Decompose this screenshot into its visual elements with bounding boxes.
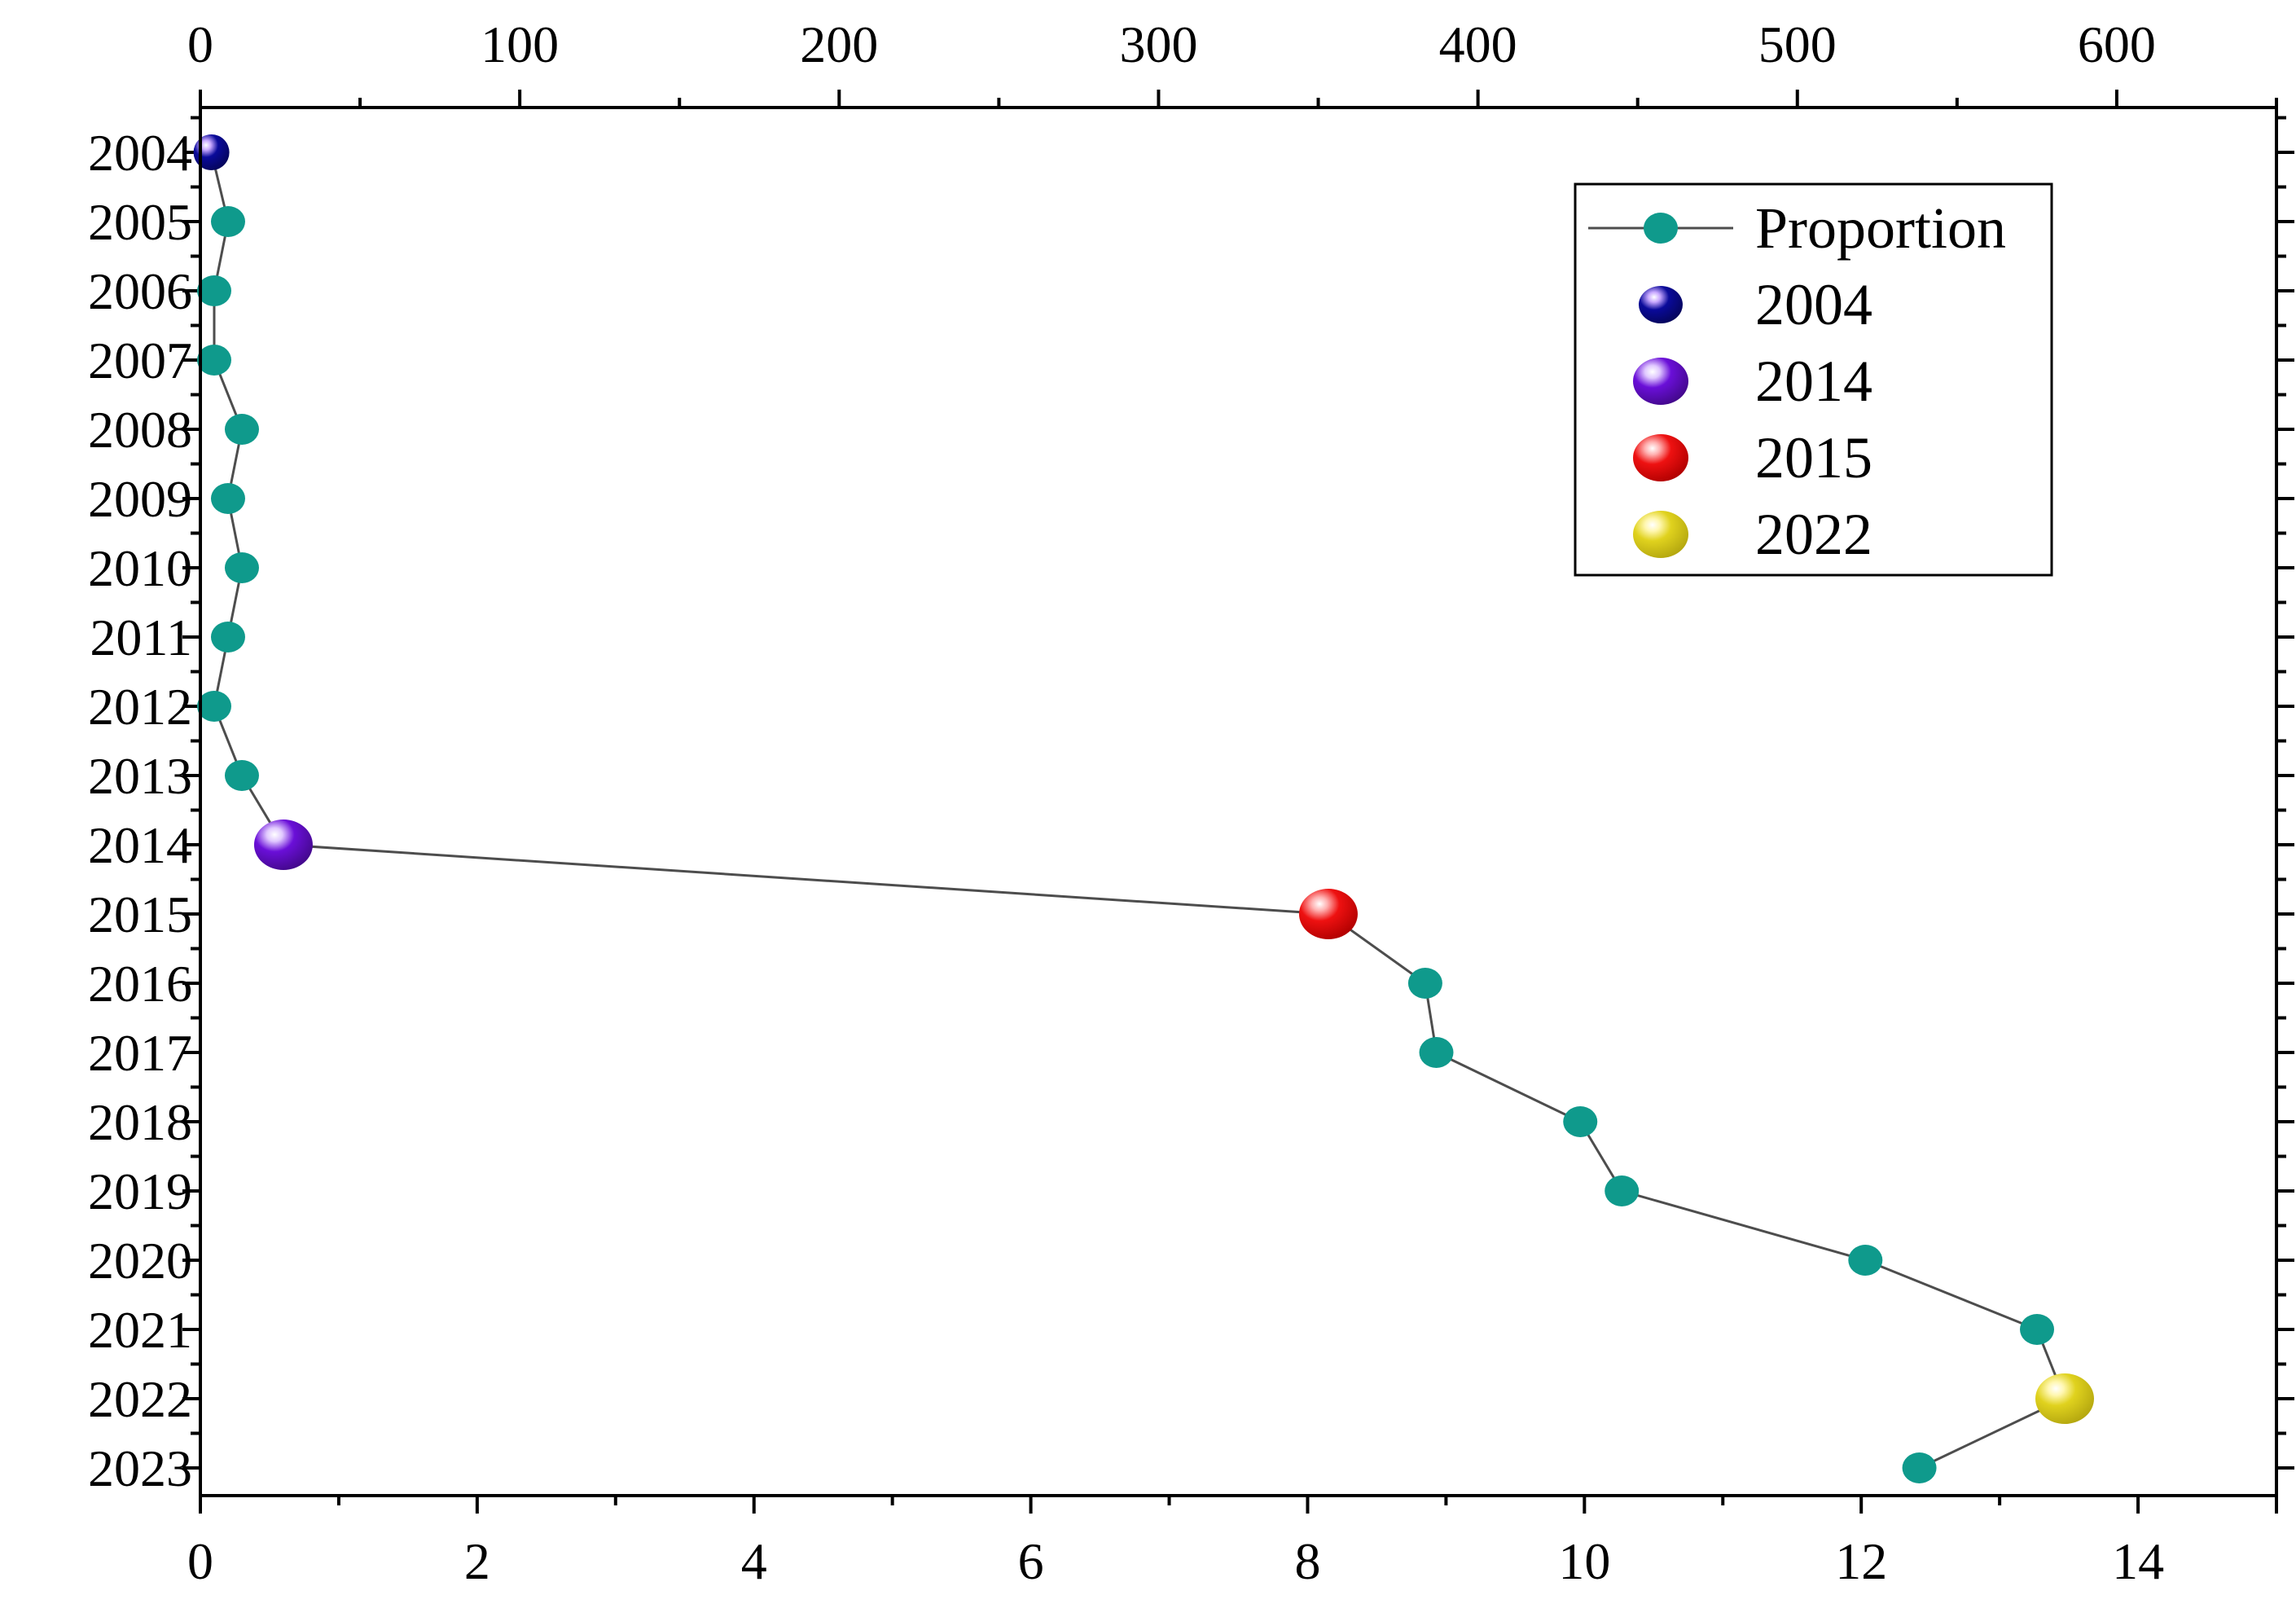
- y-tick-label: 2022: [88, 1370, 192, 1428]
- legend-label: Proportion: [1755, 196, 2006, 261]
- x-bottom-tick-label: 10: [1558, 1532, 1610, 1590]
- data-point-2019: [1605, 1175, 1640, 1206]
- legend-marker-2022: [1633, 511, 1688, 558]
- y-tick-label: 2004: [88, 124, 192, 182]
- y-tick-label: 2013: [88, 747, 192, 805]
- x-top-tick-label: 600: [2078, 15, 2156, 73]
- y-tick-label: 2014: [88, 816, 192, 874]
- data-point-2023: [1902, 1452, 1937, 1483]
- x-top-tick-label: 0: [187, 15, 213, 73]
- data-point-2017: [1419, 1037, 1454, 1068]
- data-point-2009: [210, 483, 245, 514]
- data-point-2020: [1848, 1245, 1883, 1276]
- legend-label: 2004: [1755, 272, 1872, 337]
- legend-point-symbol: [1644, 213, 1678, 244]
- y-tick-label: 2011: [90, 609, 192, 666]
- x-top-tick-label: 500: [1758, 15, 1837, 73]
- y-tick-label: 2023: [88, 1439, 192, 1497]
- tick-labels: 0 2 4 6 8 10 12 14 0 100 200 300 400 500 600 2004 2005 20…: [88, 15, 2164, 1590]
- legend-marker-2004: [1639, 286, 1683, 323]
- series-points: [193, 134, 2095, 1483]
- x-top-tick-label: 300: [1119, 15, 1197, 73]
- y-tick-label: 2019: [88, 1162, 192, 1220]
- data-point-2006: [196, 275, 231, 306]
- legend-marker-2014: [1633, 358, 1688, 405]
- legend-label: 2014: [1755, 349, 1872, 414]
- highlight-point-2022: [2035, 1373, 2095, 1424]
- data-point-2012: [196, 691, 231, 722]
- highlight-point-2004: [193, 134, 230, 170]
- y-tick-label: 2020: [88, 1232, 192, 1290]
- y-tick-label: 2008: [88, 401, 192, 459]
- data-point-2008: [224, 414, 259, 445]
- x-bottom-tick-label: 8: [1294, 1532, 1320, 1590]
- y-tick-label: 2018: [88, 1093, 192, 1151]
- y-tick-label: 2015: [88, 885, 192, 943]
- y-tick-label: 2016: [88, 955, 192, 1013]
- legend-marker-2015: [1633, 434, 1688, 481]
- data-point-2018: [1563, 1106, 1598, 1137]
- x-bottom-tick-label: 14: [2112, 1532, 2164, 1590]
- x-bottom-tick-label: 6: [1018, 1532, 1044, 1590]
- y-tick-label: 2007: [88, 332, 192, 389]
- legend-label: 2022: [1755, 502, 1872, 567]
- y-tick-label: 2017: [88, 1024, 192, 1082]
- data-point-2013: [224, 760, 259, 791]
- data-point-2016: [1407, 968, 1442, 999]
- x-bottom-tick-label: 4: [741, 1532, 767, 1590]
- x-top-tick-label: 400: [1439, 15, 1517, 73]
- highlight-point-2015: [1298, 889, 1358, 939]
- data-point-2007: [196, 345, 231, 376]
- x-top-tick-label: 100: [481, 15, 559, 73]
- data-point-2005: [210, 206, 245, 237]
- x-bottom-tick-label: 12: [1835, 1532, 1887, 1590]
- y-tick-label: 2005: [88, 193, 192, 251]
- highlight-point-2014: [253, 819, 313, 870]
- x-bottom-tick-label: 0: [187, 1532, 213, 1590]
- data-point-2021: [2020, 1314, 2055, 1345]
- data-point-2011: [210, 622, 245, 653]
- plot-frame: [199, 106, 2278, 1497]
- legend: Proportion 2004 2014 2015 2022: [1574, 182, 2053, 577]
- x-bottom-tick-label: 2: [464, 1532, 490, 1590]
- legend-label: 2015: [1755, 425, 1872, 490]
- y-tick-label: 2012: [88, 678, 192, 736]
- y-tick-label: 2021: [88, 1301, 192, 1359]
- x-top-tick-label: 200: [800, 15, 878, 73]
- plot-frame-rect: [199, 106, 2278, 1497]
- y-tick-label: 2006: [88, 262, 192, 320]
- y-tick-label: 2010: [88, 539, 192, 597]
- data-point-2010: [224, 552, 259, 583]
- y-tick-label: 2009: [88, 470, 192, 528]
